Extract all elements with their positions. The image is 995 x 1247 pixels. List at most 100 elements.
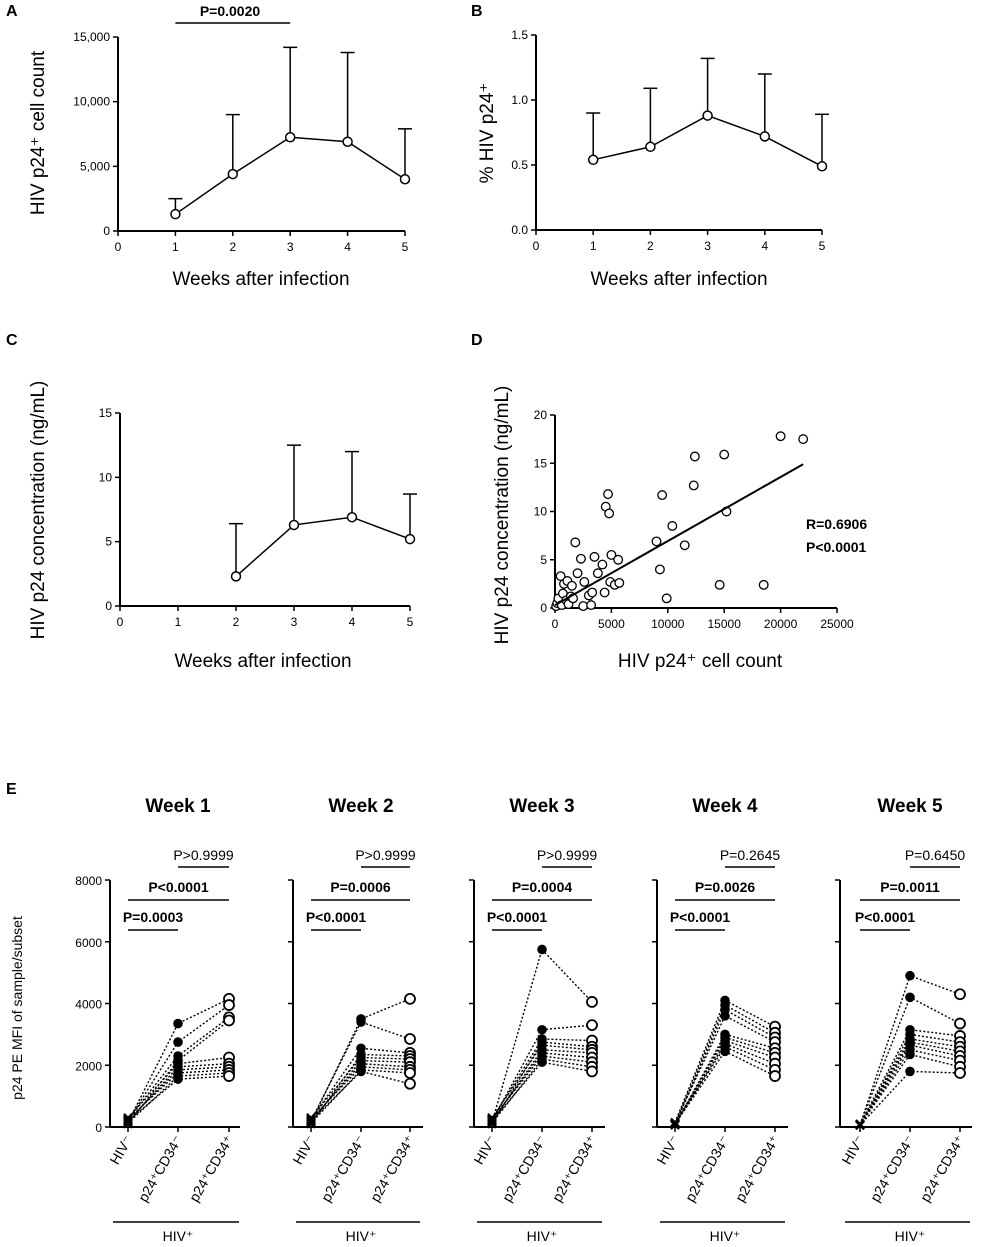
x-tick-label-c: 3 [291,615,298,629]
scatter-point [719,449,730,460]
scatter-point [586,600,597,611]
paired-line-w1 [127,998,230,1123]
paired-line-w4 [674,999,776,1123]
group-label-w2: HIV⁺ [346,1228,377,1244]
hiv-neg-marker-w4 [670,1119,680,1129]
series-line-b [593,114,823,167]
data-point-a [227,168,239,180]
y-tick-label-c: 15 [99,406,113,420]
significance-label-a: P=0.0020 [200,3,261,19]
data-point-b [645,141,656,153]
scatter-point [798,434,809,445]
p-value-mid-w4: P=0.0026 [695,879,756,895]
x-tick-label-c: 4 [349,615,356,629]
p-value-low-w3: P<0.0001 [487,909,548,925]
scatter-point [688,480,699,491]
category-label-w5: p24⁺CD34⁺ [917,1133,968,1205]
paired-line-w1 [127,1063,230,1122]
x-tick-label-d: 15000 [708,617,742,631]
scatter-point [654,564,665,575]
cd34pos-point-w2 [404,1067,416,1079]
y-tick-label-e: 2000 [75,1059,102,1073]
scatter-point [606,549,617,560]
x-tick-label-b: 1 [590,239,597,253]
category-label-w5: HIV⁻ [838,1133,867,1168]
scatter-point [575,553,586,564]
data-point-a [342,136,353,148]
x-tick-label-b: 3 [704,239,711,253]
panel-label-d: D [471,332,483,349]
y-tick-label-b: 0.5 [511,158,528,172]
y-tick-label-e: 6000 [75,936,102,950]
scatter-point [587,587,598,598]
axis-title-b-x: Weeks after infection [590,269,767,290]
p-value-top-w2: P>0.9999 [355,847,416,863]
scatter-point [657,490,668,501]
y-tick-label-a: 5,000 [80,159,110,173]
y-tick-label-a: 0 [103,224,110,238]
p-value-top-w4: P=0.2645 [720,847,781,863]
paired-line-w3 [491,948,593,1123]
category-label-w1: HIV⁻ [106,1133,135,1168]
panel-label-e: E [6,781,17,798]
scatter-point [613,554,624,565]
data-point-c [346,511,358,523]
scatter-point [714,579,725,590]
scatter-point [661,593,672,604]
cd34neg-point-w3 [537,1024,547,1035]
group-label-w1: HIV⁺ [163,1228,194,1244]
category-label-w1: p24⁺CD34⁻ [135,1133,186,1205]
panel-label-a: A [6,3,18,20]
panel-label-c: C [6,332,18,349]
cd34pos-point-w2 [404,992,416,1005]
cd34pos-point-w2 [404,1033,416,1045]
scatter-point [651,536,662,547]
cd34pos-point-w3 [586,996,598,1008]
category-label-w4: p24⁺CD34⁺ [732,1133,783,1205]
axis-title-a-y: HIV p24⁺ cell count [28,50,49,215]
category-label-w3: p24⁺CD34⁻ [499,1133,550,1205]
category-label-w4: HIV⁻ [653,1133,682,1168]
p-value-top-w3: P>0.9999 [537,847,598,863]
week-title-w4: Week 4 [692,796,758,817]
cd34neg-point-w1 [173,1018,183,1029]
cd34pos-point-w5 [954,1017,966,1030]
panel-label-b: B [471,3,483,20]
paired-line-w3 [491,1052,593,1121]
axis-title-c-x: Weeks after infection [174,651,351,672]
y-tick-label-e: 4000 [75,998,102,1012]
hiv-neg-marker-w2 [306,1118,316,1129]
x-tick-label-c: 1 [175,615,182,629]
category-label-w2: p24⁺CD34⁺ [367,1133,418,1205]
scatter-point [689,451,700,462]
paired-line-w5 [859,1044,961,1126]
y-tick-label-e: 0 [95,1121,102,1135]
x-tick-label-b: 0 [533,239,540,253]
hiv-neg-marker-stroke [487,1116,497,1126]
cd34neg-point-w5 [905,1049,915,1060]
x-tick-label-a: 3 [287,240,294,254]
y-tick-label-c: 5 [105,535,112,549]
scatter-point [603,489,613,500]
category-label-w3: HIV⁻ [470,1133,499,1168]
data-point-b [702,110,713,121]
x-tick-label-c: 0 [117,615,124,629]
x-tick-label-a: 1 [172,240,179,254]
p-value-low-w1: P=0.0003 [123,909,184,925]
x-tick-label-a: 0 [115,240,122,254]
correlation-p-label: P<0.0001 [806,539,867,555]
y-tick-label-b: 0.0 [511,223,528,237]
scatter-point [578,601,589,612]
hiv-neg-marker-w3 [487,1116,497,1126]
group-label-w4: HIV⁺ [710,1228,741,1244]
data-point-b [759,131,771,142]
axis-title-d-y: HIV p24 concentration (ng/mL) [492,386,513,645]
scatter-point [758,579,769,590]
series-line-c [235,516,411,577]
paired-line-w2 [310,1069,411,1124]
x-tick-label-d: 0 [552,617,559,631]
p-value-low-w2: P<0.0001 [306,909,367,925]
cd34neg-point-w2 [356,1066,366,1077]
cd34neg-point-w4 [720,1011,730,1021]
